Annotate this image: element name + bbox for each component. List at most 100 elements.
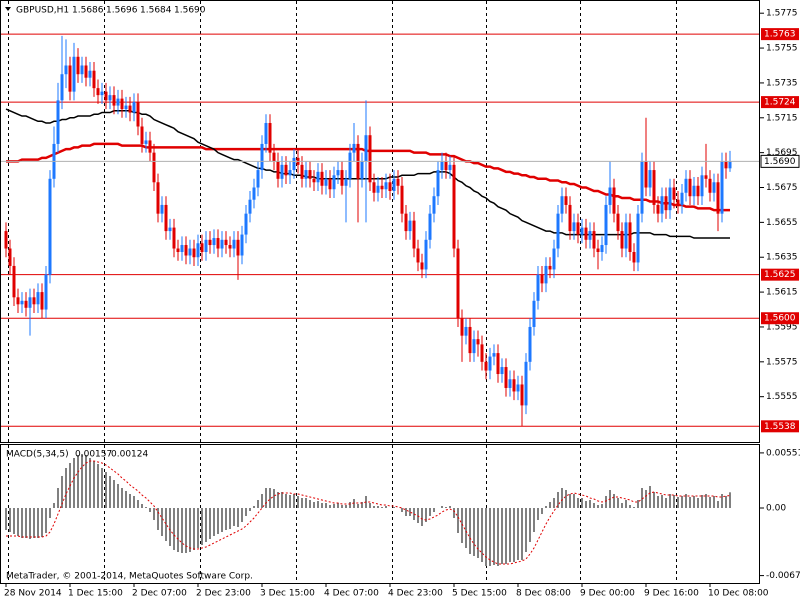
x-tick-label: 4 Dec 07:00: [324, 589, 379, 599]
candle-body: [368, 135, 372, 183]
candle-body: [436, 170, 440, 197]
y-tick-label: 1.5775: [766, 9, 798, 19]
candle-body: [204, 239, 208, 253]
candle-body: [352, 143, 356, 153]
candle-body: [192, 248, 196, 258]
candle-body: [392, 178, 396, 191]
candle-body: [16, 297, 20, 305]
candle-body: [540, 274, 544, 284]
candle-body: [520, 384, 524, 406]
candle-body: [60, 74, 64, 101]
candle-body: [632, 252, 636, 263]
candle-body: [524, 361, 528, 406]
candle-body: [480, 344, 484, 362]
candle-body: [680, 192, 684, 205]
candle-body: [584, 227, 588, 240]
level-label: 1.5625: [764, 270, 796, 280]
candle-body: [472, 339, 476, 354]
candle-body: [28, 297, 32, 308]
candle-body: [532, 300, 536, 327]
candle-body: [400, 185, 404, 214]
candle-body: [576, 222, 580, 235]
x-tick-label: 9 Dec 00:00: [580, 589, 635, 599]
candle-body: [36, 292, 40, 305]
x-tick-label: 1 Dec 15:00: [68, 589, 123, 599]
candle-body: [476, 339, 480, 345]
candle-body: [104, 91, 108, 101]
candle-body: [68, 65, 72, 92]
candle-body: [676, 199, 680, 205]
copyright: MetaTrader, © 2001-2014, MetaQuotes Soft…: [6, 572, 253, 582]
candle-body: [160, 204, 164, 214]
candle-body: [684, 178, 688, 193]
candle-body: [144, 140, 148, 144]
candle-body: [148, 140, 152, 153]
candle-body: [700, 175, 704, 197]
candle-body: [428, 213, 432, 240]
candle-body: [616, 213, 620, 232]
candle-body: [388, 182, 392, 191]
candle-body: [308, 170, 312, 179]
candle-body: [176, 248, 180, 253]
y-tick-label: 0.00551: [766, 448, 800, 458]
level-label: 1.5600: [764, 314, 796, 324]
candle-body: [648, 170, 652, 188]
candle-body: [128, 105, 132, 113]
x-tick-label: 2 Dec 23:00: [196, 589, 251, 599]
y-tick-label: 1.5675: [766, 183, 798, 193]
x-tick-label: 3 Dec 15:00: [260, 589, 315, 599]
candle-body: [572, 222, 576, 232]
candle-body: [280, 164, 284, 179]
candle-body: [112, 95, 116, 106]
candle-body: [292, 157, 296, 171]
candle-body: [180, 245, 184, 253]
candle-body: [464, 326, 468, 336]
candle-body: [492, 353, 496, 357]
candle-body: [424, 239, 428, 270]
candle-body: [412, 220, 416, 249]
candle-body: [656, 204, 660, 214]
y-tick-label: 1.5755: [766, 44, 798, 54]
candle-body: [692, 185, 696, 197]
candle-body: [376, 185, 380, 193]
candle-body: [536, 274, 540, 301]
candle-body: [208, 239, 212, 246]
candle-body: [416, 248, 420, 263]
level-label-bg: [761, 268, 799, 281]
candle-body: [720, 161, 724, 214]
candle-body: [420, 262, 424, 270]
candle-body: [260, 143, 264, 171]
candle-body: [40, 292, 44, 310]
candle-body: [652, 170, 656, 205]
candle-body: [500, 367, 504, 375]
candle-body: [164, 204, 168, 232]
indicator-title: MACD(5,34,5): [6, 450, 69, 460]
candle-body: [456, 248, 460, 319]
level-label: 1.5724: [764, 98, 796, 108]
candle-body: [580, 227, 584, 235]
candle-body: [660, 196, 664, 214]
x-tick-label: 8 Dec 08:00: [516, 589, 571, 599]
candle-body: [600, 245, 604, 253]
candle-body: [644, 161, 648, 188]
symbol-menu-icon[interactable]: [5, 7, 11, 11]
x-tick-label: 9 Dec 16:00: [644, 589, 699, 599]
x-tick-label: 2 Dec 07:00: [132, 589, 187, 599]
candle-body: [336, 170, 340, 176]
quote-low: 1.5684: [140, 6, 172, 16]
candle-body: [332, 175, 336, 190]
candle-body: [664, 196, 668, 211]
candle-body: [120, 98, 124, 110]
candle-body: [152, 152, 156, 183]
candle-body: [628, 222, 632, 253]
macd-signal: [6, 460, 731, 565]
candle-body: [108, 95, 112, 101]
candle-body: [304, 170, 308, 179]
candle-body: [696, 185, 700, 197]
candle-body: [548, 265, 552, 270]
candle-body: [504, 367, 508, 388]
level-label-bg: [761, 312, 799, 325]
